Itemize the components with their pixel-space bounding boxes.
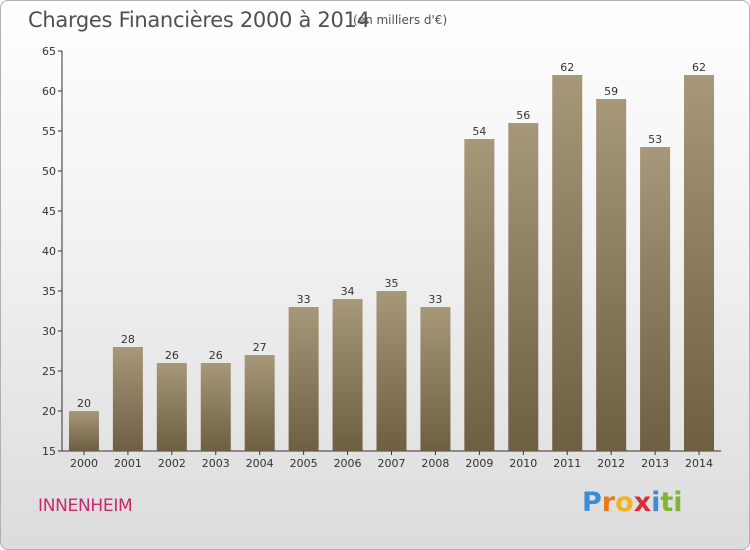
data-label: 33	[297, 293, 311, 306]
x-tick-label: 2011	[553, 457, 581, 470]
data-label: 20	[77, 397, 91, 410]
logo-letter: x	[633, 487, 652, 518]
bar	[288, 307, 319, 451]
y-tick-label: 45	[42, 205, 56, 218]
y-tick-label: 50	[42, 165, 56, 178]
commune-name: INNENHEIM	[38, 496, 133, 516]
x-tick-label: 2007	[378, 457, 406, 470]
y-tick-label: 60	[42, 85, 56, 98]
logo-letter: i	[673, 487, 683, 518]
x-tick-label: 2008	[421, 457, 449, 470]
x-tick-label: 2001	[114, 457, 142, 470]
x-tick-label: 2004	[246, 457, 274, 470]
data-label: 56	[516, 109, 530, 122]
y-tick-label: 15	[42, 445, 56, 458]
bar	[68, 411, 99, 451]
data-label: 33	[428, 293, 442, 306]
logo-letter: r	[601, 487, 616, 518]
bar	[596, 99, 627, 451]
chart-subtitle: (en milliers d'€)	[353, 13, 448, 27]
x-tick-label: 2002	[158, 457, 186, 470]
x-tick-label: 2013	[641, 457, 669, 470]
bar	[112, 347, 143, 451]
data-label: 34	[341, 285, 355, 298]
y-tick-label: 65	[42, 45, 56, 58]
x-tick-label: 2005	[290, 457, 318, 470]
data-label: 27	[253, 341, 267, 354]
x-tick-label: 2003	[202, 457, 230, 470]
bar	[684, 75, 715, 451]
bars	[68, 75, 715, 451]
labels: 2000 20 2001 28 2002 26 2003 26 2004 27 2005 33 2006…	[70, 61, 713, 470]
chart-title: Charges Financières 2000 à 2014	[28, 8, 370, 32]
logo-letter: o	[615, 487, 634, 518]
bar	[244, 355, 275, 451]
data-label: 26	[165, 349, 179, 362]
bar	[376, 291, 407, 451]
data-label: 62	[692, 61, 706, 74]
bar	[332, 299, 363, 451]
data-label: 28	[121, 333, 135, 346]
logo-letter: i	[651, 487, 661, 518]
data-label: 35	[385, 277, 399, 290]
logo-letter: t	[660, 487, 674, 518]
logo-letter: P	[582, 487, 602, 518]
data-label: 53	[648, 133, 662, 146]
bar	[640, 147, 671, 451]
data-label: 54	[472, 125, 486, 138]
x-tick-label: 2009	[465, 457, 493, 470]
bar	[420, 307, 451, 451]
bar	[508, 123, 539, 451]
y-tick-label: 40	[42, 245, 56, 258]
proxiti-logo: Proxiti	[582, 487, 683, 518]
x-tick-label: 2006	[334, 457, 362, 470]
bar	[156, 363, 187, 451]
bar	[464, 139, 495, 451]
data-label: 26	[209, 349, 223, 362]
x-tick-label: 2000	[70, 457, 98, 470]
bar	[200, 363, 231, 451]
data-label: 59	[604, 85, 618, 98]
y-tick-label: 30	[42, 325, 56, 338]
y-tick-label: 20	[42, 405, 56, 418]
x-tick-label: 2010	[509, 457, 537, 470]
y-tick-label: 25	[42, 365, 56, 378]
y-tick-label: 55	[42, 125, 56, 138]
x-tick-label: 2012	[597, 457, 625, 470]
bar	[552, 75, 583, 451]
y-tick-label: 35	[42, 285, 56, 298]
x-tick-label: 2014	[685, 457, 713, 470]
data-label: 62	[560, 61, 574, 74]
